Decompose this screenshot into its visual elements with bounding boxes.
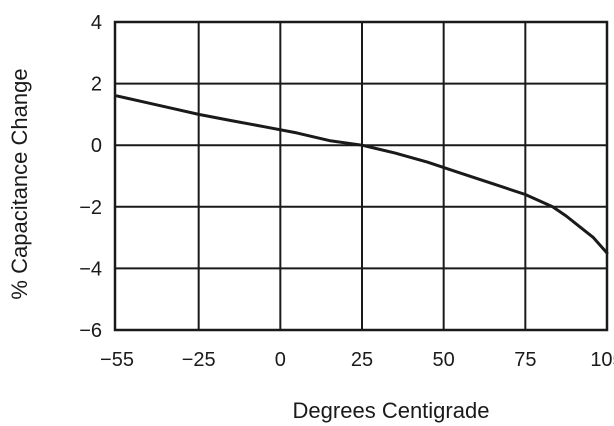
y-tick-label: 4 xyxy=(91,12,102,34)
x-tick-label: 25 xyxy=(351,349,373,371)
x-tick-label: 50 xyxy=(433,349,455,371)
x-tick-label: 105 xyxy=(590,349,614,371)
x-tick-label: 75 xyxy=(514,349,536,371)
x-axis-label: Degrees Centigrade xyxy=(293,398,490,423)
grid xyxy=(115,22,607,330)
y-tick-label: 2 xyxy=(91,74,102,96)
series-line xyxy=(115,94,609,255)
y-tick-label: −4 xyxy=(79,258,102,280)
y-axis-label: % Capacitance Change xyxy=(7,68,32,299)
y-tick-label: −2 xyxy=(79,197,102,219)
y-tick-label: 0 xyxy=(91,135,102,157)
y-tick-label: −6 xyxy=(79,320,102,342)
x-tick-label: 0 xyxy=(275,349,286,371)
x-tick-label: −55 xyxy=(100,349,134,371)
plot-frame xyxy=(113,20,609,332)
x-tick-label: −25 xyxy=(182,349,216,371)
x-tick-labels: −55 −25 0 25 50 75 105 xyxy=(100,349,614,371)
y-tick-labels: 4 2 0 −2 −4 −6 xyxy=(79,12,102,342)
